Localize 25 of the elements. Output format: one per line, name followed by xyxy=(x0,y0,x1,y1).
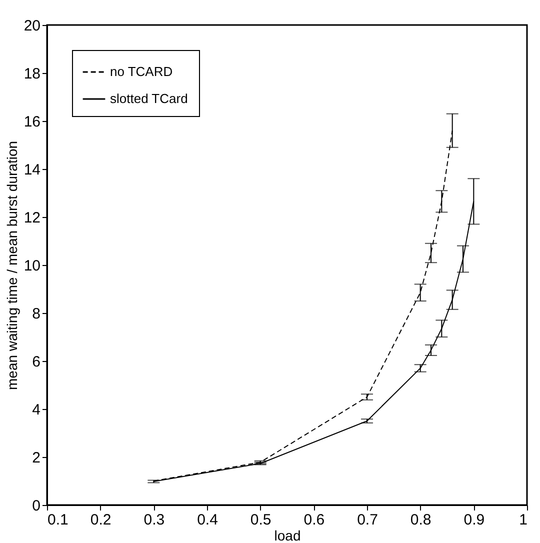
x-axis-title: load xyxy=(274,528,301,543)
x-tick-label: 0.2 xyxy=(90,512,112,528)
y-tick-label: 16 xyxy=(24,114,40,130)
y-tick-label: 10 xyxy=(24,258,40,274)
x-tick-label: 1 xyxy=(519,512,528,528)
y-tick-label: 18 xyxy=(24,66,40,82)
x-tick-label: 0.1 xyxy=(48,512,68,528)
x-tick-label: 0.6 xyxy=(304,512,325,528)
x-tick-label: 0.8 xyxy=(410,512,432,528)
x-tick-label: 0.3 xyxy=(144,512,165,528)
y-tick-label: 12 xyxy=(24,210,40,226)
x-tick-label: 0.5 xyxy=(250,512,272,528)
y-tick-label: 4 xyxy=(32,402,40,418)
y-tick-label: 6 xyxy=(32,354,40,370)
y-tick-label: 20 xyxy=(24,18,40,34)
x-tick-label: 0.7 xyxy=(357,512,378,528)
y-tick-label: 0 xyxy=(32,498,40,514)
x-tick-label: 0.4 xyxy=(197,512,218,528)
x-tick-label: 0.9 xyxy=(464,512,485,528)
y-tick-label: 2 xyxy=(32,450,40,466)
legend-label: slotted TCard xyxy=(110,91,188,106)
legend-label: no TCARD xyxy=(110,64,173,79)
y-tick-label: 8 xyxy=(32,306,40,322)
y-axis-title: mean waiting time / mean burst duration xyxy=(4,140,20,390)
y-tick-label: 14 xyxy=(24,162,40,178)
